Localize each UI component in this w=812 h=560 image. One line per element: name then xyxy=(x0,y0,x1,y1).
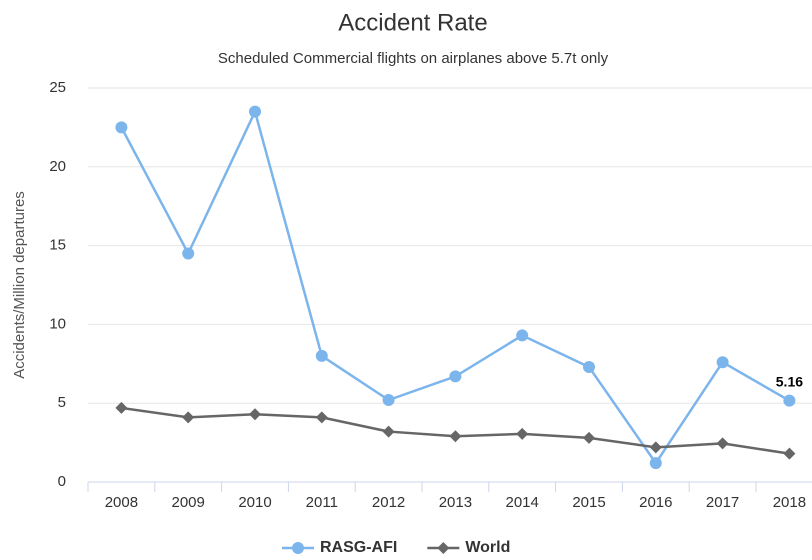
point xyxy=(315,411,328,424)
legend-label: World xyxy=(465,539,510,556)
x-tick-label: 2012 xyxy=(372,494,405,511)
x-tick-label: 2011 xyxy=(306,494,338,511)
chart-title: Accident Rate xyxy=(338,9,487,36)
x-tick-label: 2015 xyxy=(572,494,605,511)
point xyxy=(583,360,595,373)
legend-label: RASG-AFI xyxy=(320,539,397,556)
legend-marker xyxy=(437,542,450,554)
y-axis-label: Accidents/Million departures xyxy=(11,191,28,379)
y-tick-label: 0 xyxy=(58,473,66,490)
point xyxy=(783,447,796,460)
point xyxy=(449,370,462,383)
point xyxy=(583,431,595,444)
y-tick-label: 5 xyxy=(58,394,66,411)
point xyxy=(449,430,462,443)
y-tick-label: 25 xyxy=(49,79,66,96)
point xyxy=(716,437,729,450)
chart-subtitle: Scheduled Commercial flights on airplane… xyxy=(218,50,609,67)
point xyxy=(315,349,328,362)
point xyxy=(115,401,128,414)
x-tick-label: 2013 xyxy=(439,494,472,511)
point xyxy=(649,441,662,454)
legend-marker xyxy=(292,542,304,554)
point xyxy=(382,425,395,438)
x-tick-label: 2017 xyxy=(706,494,739,511)
point xyxy=(516,427,529,440)
point xyxy=(249,408,261,421)
point xyxy=(182,247,195,260)
point xyxy=(249,105,261,118)
series-line xyxy=(120,108,791,466)
point xyxy=(382,394,395,407)
y-tick-label: 20 xyxy=(49,158,66,175)
point xyxy=(783,394,796,407)
x-tick-label: 2008 xyxy=(105,494,138,511)
x-tick-label: 2009 xyxy=(172,494,205,511)
point xyxy=(182,411,195,424)
x-tick-label: 2016 xyxy=(639,494,672,511)
x-tick-label: 2010 xyxy=(238,494,271,511)
point xyxy=(716,356,729,369)
point xyxy=(516,329,529,342)
legend: RASG-AFI World xyxy=(282,539,510,556)
x-tick-label: 2014 xyxy=(506,494,539,511)
y-tick-label: 15 xyxy=(49,237,66,254)
data-label: 5.16 xyxy=(776,373,803,389)
point xyxy=(649,457,662,470)
y-tick-label: 10 xyxy=(49,315,66,332)
x-tick-label: 2018 xyxy=(773,494,806,511)
point xyxy=(115,121,128,134)
